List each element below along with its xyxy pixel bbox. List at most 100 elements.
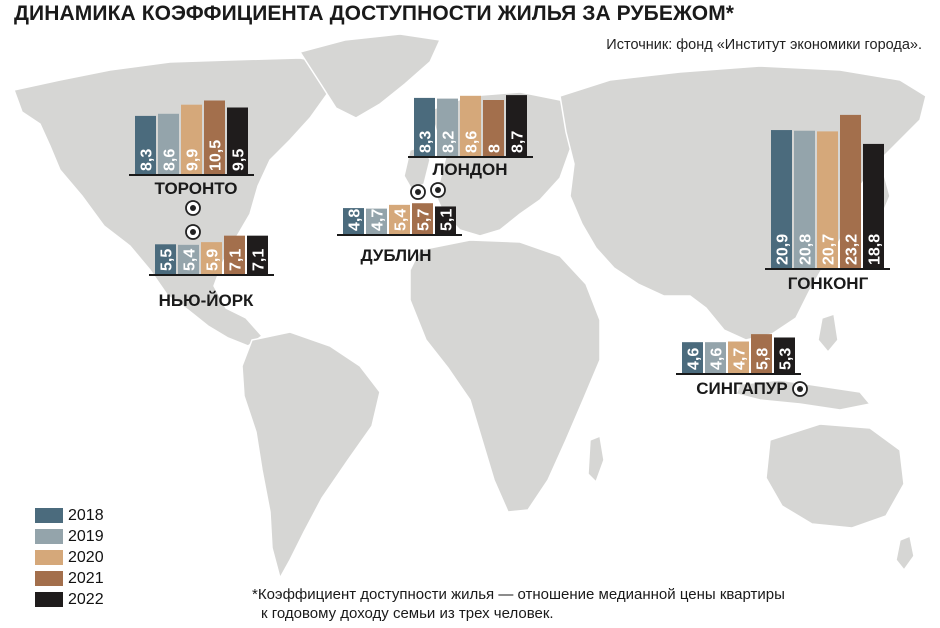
bar-value-label-4-2022: 18,8 bbox=[867, 234, 884, 265]
bar-4-2019 bbox=[794, 130, 815, 268]
legend-swatch-2018 bbox=[35, 508, 63, 523]
legend-item-2018: 2018 bbox=[35, 505, 104, 526]
bar-3-2019 bbox=[366, 208, 387, 234]
bar-value-label-5-2021: 5,8 bbox=[755, 348, 772, 370]
bar-value-label-2-2021: 8 bbox=[487, 144, 504, 153]
map-south-america bbox=[241, 331, 381, 580]
city-marker-dot-2-1 bbox=[435, 187, 441, 193]
legend-swatch-2020 bbox=[35, 550, 63, 565]
bar-value-label-4-2019: 20,8 bbox=[798, 234, 815, 265]
map-madagascar bbox=[587, 434, 605, 484]
bar-value-label-1-2019: 5,4 bbox=[182, 249, 199, 271]
city-marker-dot-5-0 bbox=[797, 386, 803, 392]
bar-3-2022 bbox=[435, 206, 456, 234]
bar-value-label-3-2020: 5,4 bbox=[393, 209, 410, 231]
bar-value-label-5-2020: 4,7 bbox=[732, 348, 749, 370]
bar-3-2021 bbox=[412, 203, 433, 234]
legend-item-2021: 2021 bbox=[35, 568, 104, 589]
bar-1-2020 bbox=[201, 242, 222, 274]
legend-item-2020: 2020 bbox=[35, 547, 104, 568]
source-note: Источник: фонд «Институт экономики город… bbox=[606, 37, 922, 53]
city-label-4: ГОНКОНГ bbox=[788, 274, 869, 293]
bar-value-label-5-2019: 4,6 bbox=[709, 348, 726, 370]
map-new-zealand bbox=[895, 534, 915, 572]
bar-2-2019 bbox=[437, 98, 458, 156]
bar-2-2022 bbox=[506, 95, 527, 156]
map-australia bbox=[765, 423, 905, 529]
city-label-0: ТОРОНТО bbox=[155, 179, 238, 198]
bar-value-label-4-2018: 20,9 bbox=[775, 234, 792, 265]
bar-value-label-5-2022: 5,3 bbox=[778, 348, 795, 370]
legend-label-2020: 2020 bbox=[68, 548, 104, 566]
bar-5-2022 bbox=[774, 337, 795, 373]
bar-value-label-1-2022: 7,1 bbox=[251, 249, 268, 271]
bar-value-label-1-2021: 7,1 bbox=[228, 249, 245, 271]
bar-4-2018 bbox=[771, 130, 792, 268]
bar-3-2018 bbox=[343, 208, 364, 234]
bar-2-2020 bbox=[460, 95, 481, 156]
bar-4-2022 bbox=[863, 143, 884, 268]
bar-value-label-3-2018: 4,8 bbox=[347, 209, 364, 231]
bar-2-2018 bbox=[414, 97, 435, 156]
bar-0-2018 bbox=[135, 115, 156, 174]
legend-label-2021: 2021 bbox=[68, 569, 104, 587]
city-label-2: ЛОНДОН bbox=[432, 160, 507, 179]
legend-item-2019: 2019 bbox=[35, 526, 104, 547]
bar-value-label-0-2022: 9,5 bbox=[231, 149, 248, 171]
bar-0-2020 bbox=[181, 104, 202, 174]
legend-label-2022: 2022 bbox=[68, 590, 104, 608]
bar-value-label-0-2020: 9,9 bbox=[185, 149, 202, 171]
city-charts: 8,3 8,6 9,9 10,5 9,5 ТОРОНТО 5,5 5,4 5,9 7,1 7,1 НЬ… bbox=[129, 95, 890, 398]
city-label-5: СИНГАПУР bbox=[696, 379, 788, 398]
bar-4-2021 bbox=[840, 114, 861, 268]
footnote-line-2: к годовому доходу семьи из трех человек. bbox=[261, 605, 554, 622]
city-chart-1: 5,5 5,4 5,9 7,1 7,1 НЬЮ-ЙОРК bbox=[149, 224, 274, 310]
bar-0-2021 bbox=[204, 100, 225, 174]
bar-4-2020 bbox=[817, 131, 838, 268]
bar-value-label-2-2020: 8,6 bbox=[464, 131, 481, 153]
legend-label-2019: 2019 bbox=[68, 527, 104, 545]
city-chart-5: 4,6 4,6 4,7 5,8 5,3 СИНГАПУР bbox=[676, 334, 808, 398]
bar-5-2019 bbox=[705, 342, 726, 373]
legend-label-2018: 2018 bbox=[68, 506, 104, 524]
chart-title: ДИНАМИКА КОЭФФИЦИЕНТА ДОСТУПНОСТИ ЖИЛЬЯ … bbox=[14, 2, 735, 25]
map-greenland bbox=[298, 33, 442, 119]
city-chart-0: 8,3 8,6 9,9 10,5 9,5 ТОРОНТО bbox=[129, 100, 254, 216]
bar-value-label-2-2022: 8,7 bbox=[510, 131, 527, 153]
bar-value-label-5-2018: 4,6 bbox=[686, 348, 703, 370]
bar-3-2020 bbox=[389, 204, 410, 234]
bar-value-label-2-2019: 8,2 bbox=[441, 131, 458, 153]
bar-value-label-0-2018: 8,3 bbox=[139, 149, 156, 171]
city-label-1: НЬЮ-ЙОРК bbox=[159, 291, 254, 310]
legend: 2018 2019 2020 2021 2022 bbox=[35, 505, 104, 610]
legend-item-2022: 2022 bbox=[35, 589, 104, 610]
bar-value-label-1-2018: 5,5 bbox=[159, 249, 176, 271]
bar-value-label-2-2018: 8,3 bbox=[418, 131, 435, 153]
city-label-3: ДУБЛИН bbox=[360, 246, 431, 265]
legend-swatch-2022 bbox=[35, 592, 63, 607]
bar-value-label-3-2022: 5,1 bbox=[439, 209, 456, 231]
bar-0-2019 bbox=[158, 113, 179, 174]
bar-value-label-3-2019: 4,7 bbox=[370, 209, 387, 231]
legend-swatch-2021 bbox=[35, 571, 63, 586]
city-chart-3: 4,8 4,7 5,4 5,7 5,1 ДУБЛИН bbox=[337, 203, 462, 265]
bar-0-2022 bbox=[227, 107, 248, 174]
city-marker-dot-1-0 bbox=[190, 229, 196, 235]
city-marker-dot-2-0 bbox=[415, 189, 421, 195]
map-africa bbox=[409, 239, 601, 513]
city-marker-dot-0-0 bbox=[190, 205, 196, 211]
bar-1-2019 bbox=[178, 244, 199, 274]
bar-1-2022 bbox=[247, 235, 268, 274]
bar-1-2021 bbox=[224, 235, 245, 274]
bar-1-2018 bbox=[155, 244, 176, 274]
bar-5-2021 bbox=[751, 334, 772, 373]
bar-2-2021 bbox=[483, 100, 504, 156]
bar-value-label-1-2020: 5,9 bbox=[205, 249, 222, 271]
legend-swatch-2019 bbox=[35, 529, 63, 544]
bar-value-label-0-2019: 8,6 bbox=[162, 149, 179, 171]
footnote-line-1: *Коэффициент доступности жилья — отношен… bbox=[252, 586, 785, 603]
bar-5-2020 bbox=[728, 341, 749, 373]
bar-value-label-4-2021: 23,2 bbox=[844, 234, 861, 265]
